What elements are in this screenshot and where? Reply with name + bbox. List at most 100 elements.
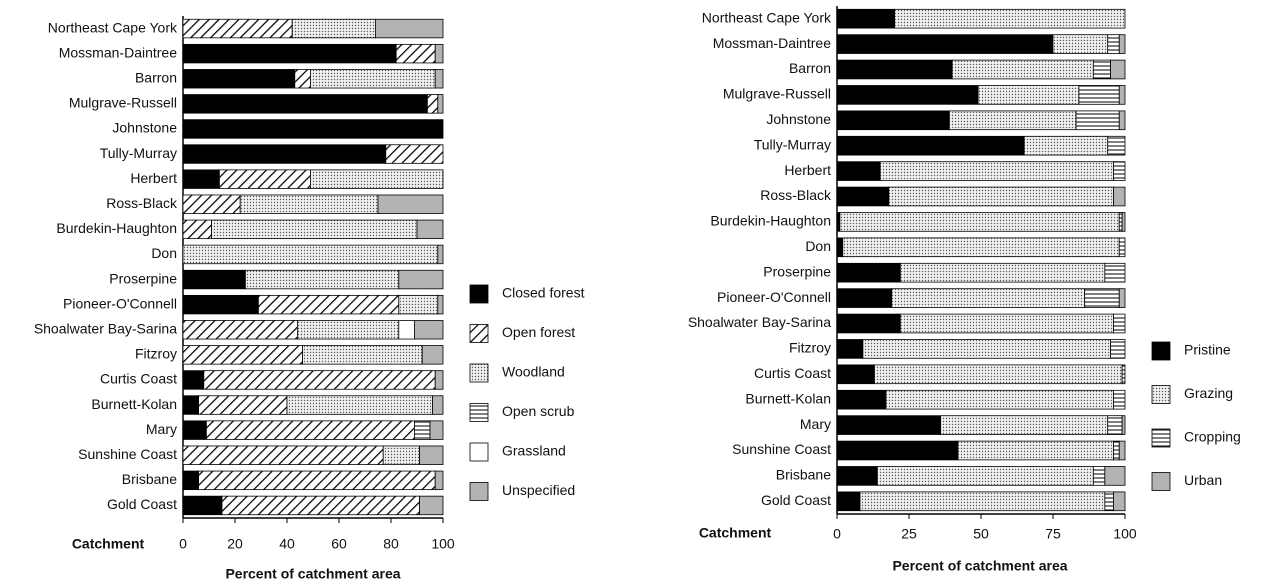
legend-swatch <box>469 403 489 422</box>
bar-segment <box>836 186 890 207</box>
category-label: Burdekin-Haughton <box>710 213 831 229</box>
legend-label: Open forest <box>502 324 575 340</box>
bar-segment <box>836 135 1025 156</box>
category-label: Ross-Black <box>760 187 832 203</box>
legend-label: Grazing <box>1184 385 1233 401</box>
x-tick-label: 60 <box>331 536 347 552</box>
bar-segment <box>434 470 444 491</box>
bar-segment <box>839 212 1120 232</box>
bar-segment <box>1118 288 1126 308</box>
bar-segment <box>1107 135 1126 156</box>
bar-segment <box>398 269 444 290</box>
category-label: Northeast Cape York <box>702 9 832 25</box>
x-axis-label: Percent of catchment area <box>892 558 1067 574</box>
bar-segment <box>437 294 444 315</box>
bar-segment <box>244 269 400 290</box>
bar-segment <box>182 294 259 315</box>
category-label: Johnstone <box>766 111 831 127</box>
bar-segment <box>836 59 953 80</box>
bar-segment <box>239 194 379 214</box>
bar-segment <box>182 269 246 290</box>
bar-segment <box>182 43 397 64</box>
bar-segment <box>1113 186 1126 207</box>
category-label: Burnett-Kolan <box>91 396 177 412</box>
category-label: Burnett-Kolan <box>745 390 831 406</box>
bar-segment <box>182 370 205 390</box>
bar-segment <box>836 237 844 258</box>
bar-segment <box>1084 288 1120 308</box>
bar-segment <box>957 440 1114 461</box>
category-label: Mossman-Daintree <box>59 44 177 60</box>
category-label: Pioneer-O'Connell <box>63 295 177 311</box>
bar-segment <box>286 395 434 415</box>
bar-segment <box>1121 364 1126 385</box>
x-tick-label: 20 <box>227 536 243 552</box>
bar-segment <box>899 313 1114 334</box>
bar-segment <box>182 445 384 465</box>
bar-segment <box>309 69 436 89</box>
bar-segment <box>1113 491 1126 512</box>
bar-segment <box>296 320 400 340</box>
bar-segment <box>899 262 1106 283</box>
category-label: Brisbane <box>776 467 831 483</box>
category-label: Herbert <box>130 170 177 186</box>
bar-segment <box>182 119 444 139</box>
category-label: Proserpine <box>763 263 831 279</box>
bar-segment <box>836 491 861 512</box>
bar-segment <box>221 495 421 516</box>
bar-segment <box>398 294 439 315</box>
bar-segment <box>1118 440 1126 461</box>
bar-segment <box>437 94 444 114</box>
bar-segment <box>426 94 439 114</box>
bar-segment <box>1113 161 1126 181</box>
bar-segment <box>182 320 298 340</box>
x-tick-label: 100 <box>431 536 455 552</box>
category-label: Sunshine Coast <box>78 446 177 462</box>
bar-segment <box>836 389 887 410</box>
category-label: Sunshine Coast <box>732 441 831 457</box>
category-label: Mary <box>146 421 177 437</box>
legend-label: Open scrub <box>502 403 575 419</box>
bar-segment <box>182 420 207 440</box>
bar-segment <box>836 161 881 181</box>
legend-label: Closed forest <box>502 285 585 301</box>
bar-segment <box>1092 466 1106 486</box>
bar-segment <box>1104 491 1114 512</box>
category-label: Gold Coast <box>761 492 831 508</box>
category-label: Johnstone <box>112 120 177 136</box>
bar-segment <box>374 18 444 39</box>
category-label: Tully-Murray <box>100 145 177 161</box>
bar-segment <box>218 169 311 189</box>
bar-segment <box>836 262 901 283</box>
bar-segment <box>879 161 1114 181</box>
bar-segment <box>1052 34 1109 54</box>
bar-segment <box>888 186 1114 207</box>
bar-segment <box>309 169 444 189</box>
bar-segment <box>398 320 415 340</box>
legend-swatch <box>469 324 489 343</box>
bar-segment <box>434 43 444 64</box>
bar-segment <box>1118 212 1123 232</box>
bar-segment <box>182 194 241 214</box>
bar-segment <box>1118 110 1126 131</box>
bar-segment <box>198 470 436 491</box>
category-label: Mulgrave-Russell <box>723 86 831 102</box>
bar-segment <box>1110 339 1126 359</box>
legend-swatch <box>1151 385 1171 404</box>
category-label: Mary <box>800 416 831 432</box>
category-label: Don <box>151 245 177 261</box>
bar-segment <box>1107 34 1120 54</box>
legend-swatch <box>1151 341 1171 361</box>
x-tick-label: 25 <box>901 526 917 542</box>
bar-segment <box>377 194 444 214</box>
bar-segment <box>1104 466 1126 486</box>
bar-segment <box>1092 59 1111 80</box>
bar-segment <box>1023 135 1109 156</box>
legend-label: Pristine <box>1184 342 1231 358</box>
bar-segment <box>1118 85 1126 105</box>
bar-segment <box>836 466 878 486</box>
bar-segment <box>836 313 901 334</box>
bar-segment <box>874 364 1123 385</box>
bar-segment <box>894 8 1126 29</box>
